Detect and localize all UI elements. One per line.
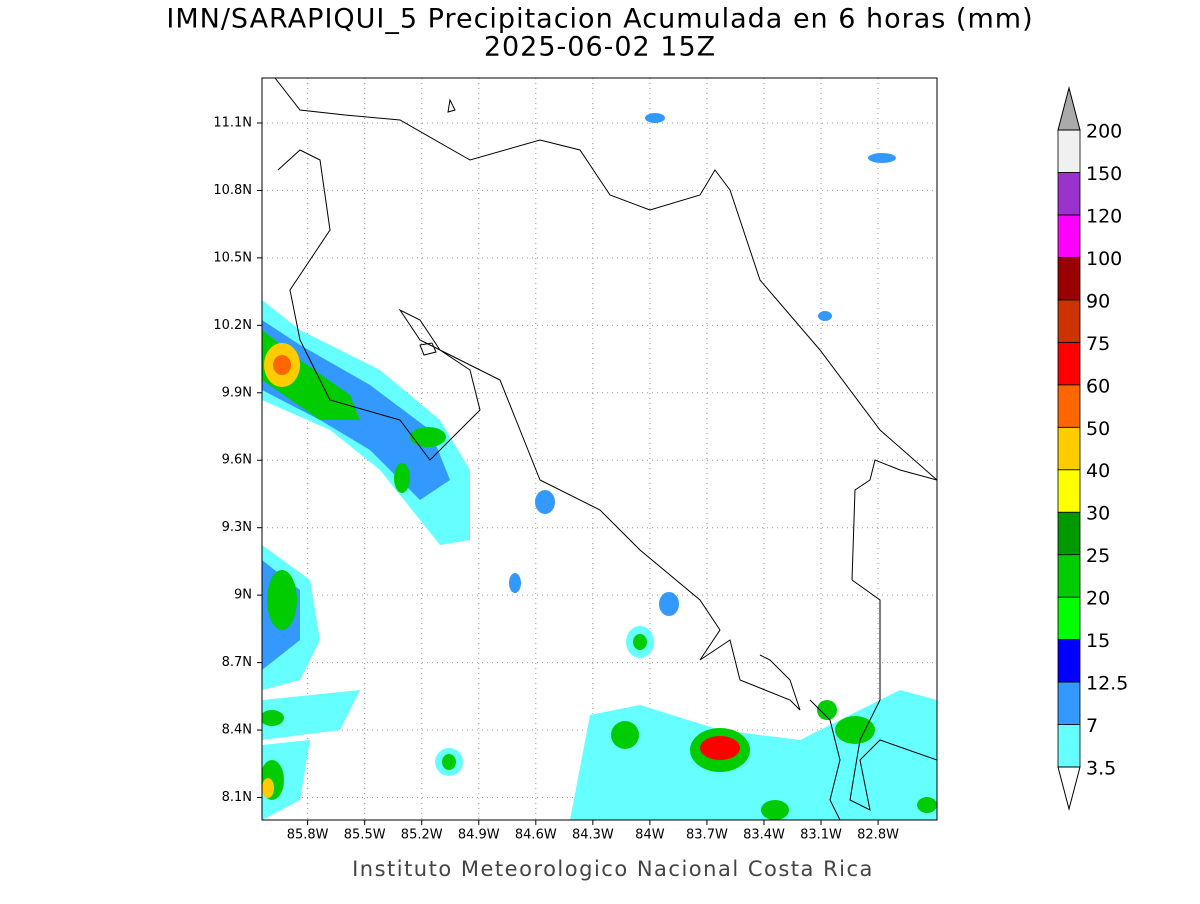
y-tick-label: 9.6N xyxy=(222,453,252,468)
colorbar-label: 75 xyxy=(1086,333,1110,355)
y-tick-label: 8.1N xyxy=(222,790,252,805)
y-tick-label: 9N xyxy=(234,588,252,603)
colorbar-label: 100 xyxy=(1086,248,1122,270)
footer: Instituto Meteorologico Nacional Costa R… xyxy=(352,857,874,881)
colorbar-label: 25 xyxy=(1086,545,1110,567)
x-tick-label: 85.2W xyxy=(401,828,443,843)
subtitle: 2025-06-02 15Z xyxy=(484,32,716,63)
colorbar-bin xyxy=(1057,341,1081,386)
colorbar-bin xyxy=(1057,596,1081,641)
colorbar-label: 40 xyxy=(1086,460,1110,482)
colorbar-bin xyxy=(1057,426,1081,471)
colorbar-bin xyxy=(1057,511,1081,556)
y-tick-label: 8.4N xyxy=(222,723,252,738)
colorbar: 3.5 7 12.5 15 20 25 30 40 50 60 75 90 100 120 150 200 xyxy=(1057,86,1128,811)
colorbar-bin xyxy=(1057,214,1081,258)
colorbar-label: 12.5 xyxy=(1086,673,1128,695)
colorbar-bin xyxy=(1057,681,1081,725)
map-frame xyxy=(261,77,938,821)
x-tick-label: 84.3W xyxy=(572,828,614,843)
colorbar-label: 3.5 xyxy=(1086,758,1116,780)
colorbar-label: 50 xyxy=(1086,418,1110,440)
precipitation xyxy=(262,113,937,820)
x-tick-label: 84W xyxy=(635,828,665,843)
x-tick-label: 85.8W xyxy=(287,828,329,843)
y-tick-label: 11.1N xyxy=(213,115,252,130)
y-tick-label: 10.5N xyxy=(213,250,252,265)
colorbar-bin xyxy=(1057,256,1081,301)
colorbar-label: 15 xyxy=(1086,630,1110,652)
y-tick-label: 10.2N xyxy=(213,318,252,333)
colorbar-bin xyxy=(1057,639,1081,683)
colorbar-label: 30 xyxy=(1086,503,1110,525)
y-tick-label: 9.9N xyxy=(222,385,252,400)
y-tick-label: 10.8N xyxy=(213,183,252,198)
x-tick-label: 85.5W xyxy=(344,828,386,843)
colorbar-label: 20 xyxy=(1086,588,1110,610)
x-tick-label: 83.1W xyxy=(800,828,842,843)
x-tick-label: 84.9W xyxy=(458,828,500,843)
colorbar-label: 7 xyxy=(1086,715,1098,737)
colorbar-under xyxy=(1057,766,1081,811)
colorbar-label: 200 xyxy=(1086,121,1122,143)
colorbar-bin xyxy=(1057,299,1081,343)
colorbar-bin xyxy=(1057,724,1081,768)
title: IMN/SARAPIQUI_5 Precipitacion Acumulada … xyxy=(166,4,1033,35)
x-tick-label: 84.6W xyxy=(515,828,557,843)
colorbar-label: 120 xyxy=(1086,205,1122,227)
colorbar-bin xyxy=(1057,554,1081,598)
x-tick-label: 83.7W xyxy=(686,828,728,843)
colorbar-label: 150 xyxy=(1086,163,1122,185)
colorbar-bin xyxy=(1057,129,1081,173)
colorbar-bin xyxy=(1057,469,1081,513)
plot-area xyxy=(257,77,938,825)
coastline xyxy=(274,78,937,820)
y-tick-label: 8.7N xyxy=(222,655,252,670)
colorbar-label: 90 xyxy=(1086,290,1110,312)
colorbar-bin xyxy=(1057,384,1081,428)
colorbar-label: 60 xyxy=(1086,375,1110,397)
colorbar-over xyxy=(1057,86,1081,131)
x-tick-label: 82.8W xyxy=(857,828,899,843)
x-tick-label: 83.4W xyxy=(743,828,785,843)
y-tick-label: 9.3N xyxy=(222,520,252,535)
colorbar-bin xyxy=(1057,172,1081,216)
